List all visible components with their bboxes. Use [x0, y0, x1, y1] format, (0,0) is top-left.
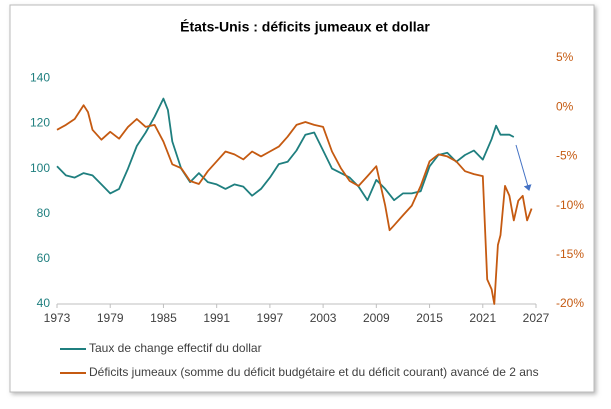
y2-tick-label: 5% [556, 50, 574, 64]
series-line [56, 104, 533, 305]
chart-frame [9, 4, 595, 393]
x-tick-label: 1979 [97, 311, 124, 325]
x-tick-label: 2009 [363, 311, 390, 325]
x-tick-label: 1991 [203, 311, 230, 325]
x-tick-label: 2027 [523, 311, 550, 325]
chart-title: États-Unis : déficits jumeaux et dollar [180, 19, 430, 35]
y-tick-label: 80 [37, 206, 51, 220]
y2-tick-label: -15% [556, 247, 584, 261]
y2-tick-label: -5% [556, 149, 578, 163]
y2-tick-label: 0% [556, 99, 574, 113]
y2-tick-label: -20% [556, 296, 584, 310]
y-tick-label: 40 [37, 296, 51, 310]
y-tick-label: 120 [30, 116, 50, 130]
x-tick-label: 2015 [416, 311, 443, 325]
legend-label: Déficits jumeaux (somme du déficit budgé… [89, 365, 539, 379]
x-tick-label: 2021 [469, 311, 496, 325]
y-tick-label: 60 [37, 251, 51, 265]
annotation-arrow [515, 144, 532, 191]
y2-tick-label: -10% [556, 198, 584, 212]
y-tick-label: 100 [30, 161, 50, 175]
series-line [56, 97, 515, 202]
x-tick-label: 1985 [150, 311, 177, 325]
x-tick-label: 2003 [310, 311, 337, 325]
x-tick-label: 1997 [257, 311, 284, 325]
legend-label: Taux de change effectif du dollar [89, 341, 262, 355]
y-tick-label: 140 [30, 70, 50, 84]
x-tick-label: 1973 [44, 311, 71, 325]
